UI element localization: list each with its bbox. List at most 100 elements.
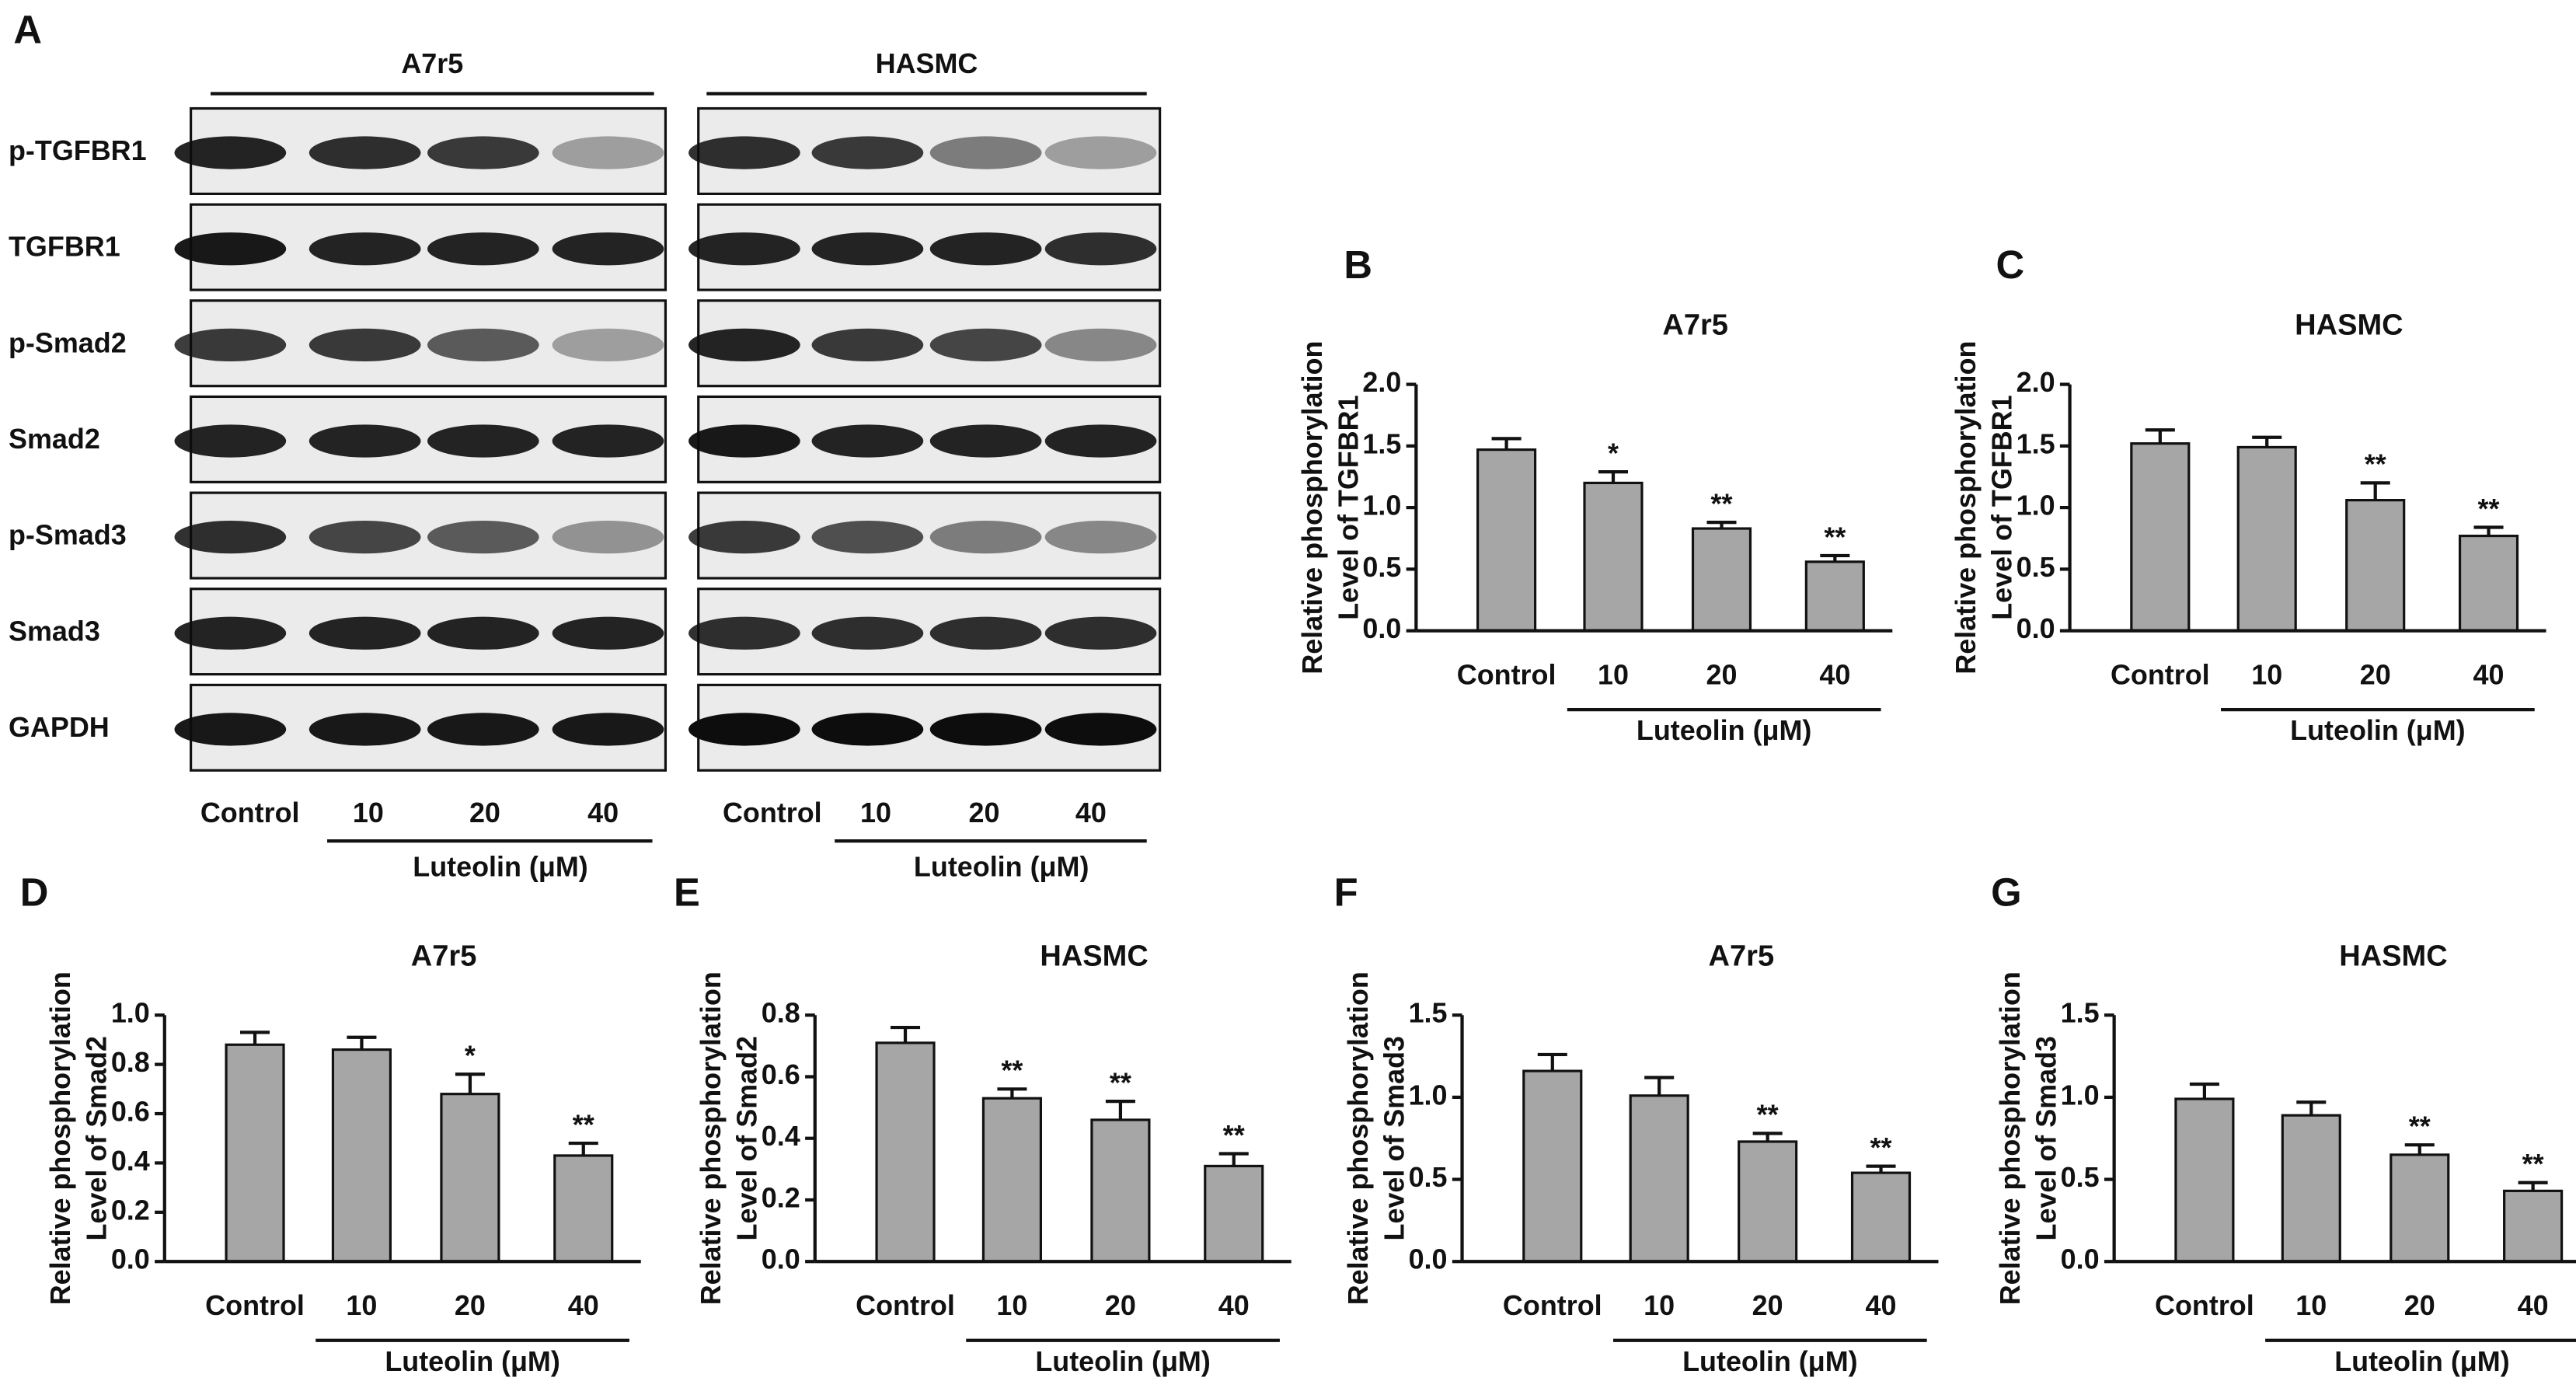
blot-band [1044,521,1157,554]
category-label: Control [205,1289,305,1321]
blot-band [552,232,664,266]
y-tick-label: 0.0 [1362,612,1401,644]
blot-band [811,136,924,169]
lane-label: 10 [860,797,891,828]
y-tick-label: 0.5 [1362,551,1401,583]
blot-band [929,232,1042,266]
blot-band [552,136,664,169]
category-label: 40 [1218,1289,1250,1321]
y-axis-label: Level of Smad2 [731,1036,763,1241]
blot-band [929,328,1042,361]
panel-label: C [1996,242,2024,287]
significance: ** [2409,1111,2431,1142]
bar [2458,534,2519,633]
significance: ** [1757,1099,1779,1131]
blot-band [811,232,924,266]
blot-band [552,713,664,746]
category-label: 20 [1105,1289,1136,1321]
blot-band [688,713,800,746]
y-tick-label: 0.0 [762,1243,800,1275]
panel-label: A [13,8,42,52]
significance: ** [573,1108,594,1140]
blot-band [174,232,287,266]
lane-label: 10 [353,797,384,828]
blot-band [174,136,287,169]
blot-band [308,136,421,169]
y-tick-label: 1.5 [1362,427,1401,459]
bar [2281,1114,2341,1263]
protein-label: Smad3 [9,615,100,647]
lane-label: 20 [469,797,500,828]
chart-title: A7r5 [1662,309,1728,342]
blot-band [688,424,800,458]
blot-band [929,521,1042,554]
lane-label: Control [723,797,822,828]
protein-label: GAPDH [9,711,110,743]
y-tick-label: 1.0 [2017,490,2055,521]
category-label: 40 [568,1289,599,1321]
bar [331,1048,392,1263]
y-tick-label: 0.6 [762,1058,800,1090]
x-axis-label: Luteolin (μM) [2290,714,2465,746]
category-label: 10 [2251,658,2282,690]
blot-band [1044,136,1157,169]
blot-band [811,713,924,746]
blot-band [552,328,664,361]
blot-band [811,424,924,458]
y-tick-label: 0.5 [2017,551,2055,583]
lane-label: 40 [1075,797,1107,828]
blot-band [929,713,1042,746]
chart-title: HASMC [2339,940,2447,972]
blot-band [552,521,664,554]
cell-line-header: HASMC [876,47,978,79]
bar [2236,445,2297,633]
blot-band [811,328,924,361]
category-label: 20 [1706,658,1738,690]
bar [981,1097,1042,1263]
x-axis-label: Luteolin (μM) [1682,1345,1857,1377]
category-label: 10 [1644,1289,1675,1321]
significance: ** [1711,487,1733,519]
chart-title: HASMC [2295,309,2403,342]
blot-band [1044,328,1157,361]
y-tick-label: 0.8 [762,997,800,1029]
category-label: Control [2155,1289,2254,1321]
protein-label: TGFBR1 [9,231,120,263]
y-tick-label: 1.0 [111,997,150,1029]
blot-band [811,521,924,554]
bar [875,1041,936,1263]
category-label: 20 [1752,1289,1783,1321]
blot-band [1044,616,1157,650]
x-axis-label: Luteolin (μM) [2334,1345,2509,1377]
bar [553,1154,614,1263]
significance: * [465,1040,476,1072]
category-label: 10 [2295,1289,2327,1321]
blot-band [308,521,421,554]
bar [440,1093,500,1263]
blot-band [308,713,421,746]
y-axis-label: Relative phosphorylation [1296,341,1328,675]
blot-band [688,521,800,554]
blot-band [427,616,539,650]
panel-label: D [20,870,49,914]
blot-band [427,521,539,554]
y-tick-label: 0.4 [111,1145,150,1177]
x-axis-label: Luteolin (μM) [1035,1345,1210,1377]
category-label: Control [1503,1289,1602,1321]
bar [1691,527,1752,633]
lane-label: Control [200,797,300,828]
category-label: 10 [1598,658,1629,690]
panel-label: G [1991,870,2021,914]
category-label: 40 [2518,1289,2549,1321]
blot-band [688,328,800,361]
protein-label: p-Smad3 [9,519,127,551]
blot-band [688,616,800,650]
significance: ** [1110,1067,1131,1099]
blot-band [929,616,1042,650]
bar [2130,442,2191,633]
protein-label: p-TGFBR1 [9,134,147,166]
y-axis-label: Relative phosphorylation [1950,341,1982,675]
y-axis-label: Level of TGFBR1 [1332,395,1364,619]
blot-band [688,232,800,266]
y-axis-label: Relative phosphorylation [695,971,727,1305]
